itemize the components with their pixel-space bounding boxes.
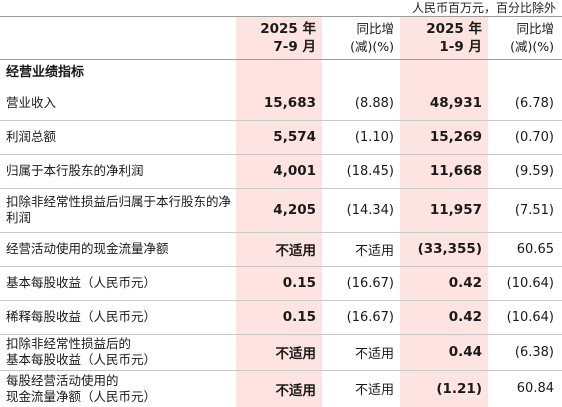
row-divider xyxy=(0,300,562,301)
row-divider xyxy=(0,370,562,371)
header-q3-yoy-line2: (减)(%) xyxy=(350,39,394,54)
row-label: 每股经营活动使用的 现金流量净额（人民币元） xyxy=(6,370,232,407)
row-label-line: 归属于本行股东的净利润 xyxy=(6,163,144,178)
row-label: 归属于本行股东的净利润 xyxy=(6,154,232,188)
cell-ytd-yoy: (10.64) xyxy=(506,275,554,291)
cell-ytd-value: 0.44 xyxy=(448,344,482,360)
table-row: 稀释每股收益（人民币元） 0.15 (16.67) 0.42 (10.64) xyxy=(0,300,562,334)
cell-q3-value: 4,001 xyxy=(273,163,316,179)
cell-ytd-yoy: (6.78) xyxy=(514,95,554,111)
row-label: 扣除非经常性损益后归属于本行股东的净 利润 xyxy=(6,188,232,232)
row-label-line: 扣除非经常性损益后归属于本行股东的净 xyxy=(6,194,232,209)
table-row: 基本每股收益（人民币元） 0.15 (16.67) 0.42 (10.64) xyxy=(0,266,562,300)
cell-q3-yoy: (16.67) xyxy=(346,309,394,325)
row-label-line: 基本每股收益（人民币元） xyxy=(6,352,157,367)
cell-q3-value: 0.15 xyxy=(282,309,316,325)
cell-q3-yoy: (16.67) xyxy=(346,275,394,291)
cell-ytd-value: 15,269 xyxy=(429,129,482,145)
table-row: 营业收入 15,683 (8.88) 48,931 (6.78) xyxy=(0,86,562,120)
table-row: 利润总额 5,574 (1.10) 15,269 (0.70) xyxy=(0,120,562,154)
cell-ytd-yoy: 60.65 xyxy=(516,241,554,257)
row-divider xyxy=(0,232,562,233)
row-divider xyxy=(0,334,562,335)
header-bottom-rule xyxy=(0,59,562,60)
header-ytd-yoy: 同比增 (减)(%) xyxy=(488,17,554,59)
table-row: 经营活动使用的现金流量净额 不适用 不适用 (33,355) 60.65 xyxy=(0,232,562,266)
cell-ytd-yoy: (7.51) xyxy=(514,202,554,218)
cell-ytd-yoy: (9.59) xyxy=(514,163,554,179)
header-q3-line2: 7-9 月 xyxy=(273,39,316,55)
row-label-line: 营业收入 xyxy=(6,95,57,110)
row-label: 利润总额 xyxy=(6,120,232,154)
header-q3-yoy: 同比增 (减)(%) xyxy=(322,17,394,59)
row-label-line: 利润 xyxy=(6,210,32,225)
row-label-line: 经营活动使用的现金流量净额 xyxy=(6,241,169,256)
row-divider xyxy=(0,188,562,189)
header-ytd-yoy-line1: 同比增 xyxy=(516,21,554,36)
row-label: 经营活动使用的现金流量净额 xyxy=(6,232,232,266)
cell-q3-yoy: 不适用 xyxy=(354,383,394,398)
cell-q3-value: 不适用 xyxy=(275,243,317,259)
unit-note: 人民币百万元，百分比除外 xyxy=(411,1,556,15)
header-ytd-line1: 2025 年 xyxy=(426,21,482,37)
cell-ytd-value: (33,355) xyxy=(417,241,482,257)
cell-ytd-value: 11,957 xyxy=(429,202,482,218)
table-row: 归属于本行股东的净利润 4,001 (18.45) 11,668 (9.59) xyxy=(0,154,562,188)
row-label-line: 扣除非经常性损益后的 xyxy=(6,336,132,351)
table-row: 每股经营活动使用的 现金流量净额（人民币元） 不适用 不适用 (1.21) 60.84 xyxy=(0,370,562,407)
header-q3-2025: 2025 年 7-9 月 xyxy=(236,17,316,59)
row-label-line: 每股经营活动使用的 xyxy=(6,372,119,388)
row-label: 基本每股收益（人民币元） xyxy=(6,266,232,300)
row-label: 扣除非经常性损益后的 基本每股收益（人民币元） xyxy=(6,334,232,370)
cell-ytd-yoy: (6.38) xyxy=(514,344,554,360)
cell-q3-yoy: (1.10) xyxy=(354,129,394,145)
cell-ytd-yoy: (10.64) xyxy=(506,309,554,325)
table-row: 扣除非经常性损益后归属于本行股东的净 利润 4,205 (14.34) 11,957 (7… xyxy=(0,188,562,232)
header-ytd-2025: 2025 年 1-9 月 xyxy=(400,17,482,59)
cell-ytd-value: (1.21) xyxy=(436,380,482,397)
cell-ytd-value: 0.42 xyxy=(448,275,482,291)
row-divider xyxy=(0,266,562,267)
cell-q3-value: 0.15 xyxy=(282,275,316,291)
cell-ytd-value: 48,931 xyxy=(429,95,482,111)
cell-ytd-value: 0.42 xyxy=(448,309,482,325)
header-ytd-yoy-line2: (减)(%) xyxy=(510,39,554,54)
cell-q3-yoy: 不适用 xyxy=(354,243,394,259)
cell-q3-value: 不适用 xyxy=(275,346,317,362)
table-row: 扣除非经常性损益后的 基本每股收益（人民币元） 不适用 不适用 0.44 (6.38) xyxy=(0,334,562,370)
cell-q3-yoy: 不适用 xyxy=(354,346,394,362)
row-label-line: 基本每股收益（人民币元） xyxy=(6,275,157,290)
cell-q3-value: 15,683 xyxy=(263,95,316,111)
row-divider xyxy=(0,154,562,155)
row-divider xyxy=(0,120,562,121)
cell-q3-value: 4,205 xyxy=(273,202,316,218)
cell-ytd-value: 11,668 xyxy=(429,163,482,179)
header-q3-line1: 2025 年 xyxy=(260,21,316,37)
section-title: 经营业绩指标 xyxy=(6,65,85,80)
row-label-line: 稀释每股收益（人民币元） xyxy=(6,309,157,324)
cell-q3-yoy: (8.88) xyxy=(354,95,394,111)
row-label-line: 现金流量净额（人民币元） xyxy=(6,388,157,404)
header-ytd-line2: 1-9 月 xyxy=(439,39,482,55)
row-label: 稀释每股收益（人民币元） xyxy=(6,300,232,334)
cell-q3-value: 5,574 xyxy=(273,129,316,145)
cell-q3-value: 不适用 xyxy=(275,382,317,399)
header-top-rule xyxy=(0,16,562,17)
cell-q3-yoy: (18.45) xyxy=(346,163,394,179)
row-label: 营业收入 xyxy=(6,86,232,120)
highlight-column-ytd xyxy=(400,16,488,407)
cell-q3-yoy: (14.34) xyxy=(346,202,394,218)
highlight-column-q3 xyxy=(236,16,322,407)
row-label-line: 利润总额 xyxy=(6,129,57,144)
header-q3-yoy-line1: 同比增 xyxy=(356,21,394,36)
cell-ytd-yoy: (0.70) xyxy=(514,129,554,145)
cell-ytd-yoy: 60.84 xyxy=(516,381,554,396)
